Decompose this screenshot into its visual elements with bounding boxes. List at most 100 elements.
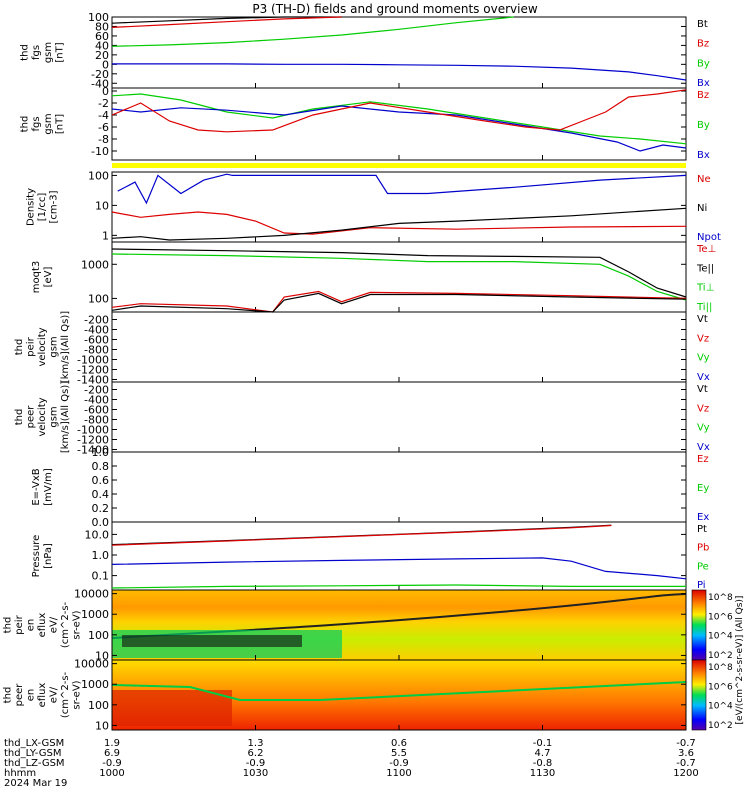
y-axis-label: gsm <box>43 42 54 63</box>
y-axis-label: gsm <box>49 336 60 357</box>
y-tick-label: -8 <box>98 133 109 146</box>
y-tick-label: 0.2 <box>92 502 110 515</box>
y-axis-label: velocity <box>37 397 48 436</box>
y-tick-label: -2 <box>98 97 109 110</box>
y-axis-label: eflux <box>37 683 48 708</box>
y-axis-label: [eV] <box>43 267 54 288</box>
panel-frame <box>111 381 687 453</box>
y-tick-label: 80 <box>95 20 109 33</box>
colorbar: 10^8 10^6 10^4 10^2[eV/(cm^2-s-sr-eV)] (All… <box>691 596 745 731</box>
y-axis-label: velocity <box>37 327 48 366</box>
series-line-pressure-Pe <box>111 557 687 580</box>
time-axis-value: -0.7 <box>676 738 696 749</box>
y-axis-label: sr-eV) <box>72 610 83 639</box>
series-line-pressure-Pi <box>111 584 686 589</box>
legend-label: Te⊥ <box>696 244 716 255</box>
time-axis-value: 1200 <box>673 768 698 779</box>
legend-label: By <box>697 58 710 69</box>
separator-bar <box>112 163 686 168</box>
series-line-fgs-Bt <box>111 16 342 24</box>
y-tick-label: -1000 <box>77 354 109 367</box>
panel-frame <box>111 521 687 591</box>
time-axis-value: -0.1 <box>533 738 553 749</box>
y-axis-label: eV/ <box>49 686 60 703</box>
y-tick-label: -1200 <box>77 434 109 447</box>
time-axis-row-name: thd_LZ-GSM <box>4 758 65 769</box>
y-axis-label: thd <box>2 687 13 704</box>
legend-label: Pt <box>697 524 707 535</box>
y-tick-label: 10000 <box>74 588 109 601</box>
y-tick-label: 10.0 <box>85 528 110 541</box>
y-tick-label: 0.8 <box>92 460 110 473</box>
plot-date: 2024 Mar 19 <box>4 778 67 789</box>
series-line-pressure-Pt <box>111 524 612 546</box>
legend-label: Bz <box>697 39 709 50</box>
legend-label: Vy <box>697 423 710 434</box>
legend-label: Bx <box>697 78 710 89</box>
y-tick-label: -600 <box>84 334 109 347</box>
y-axis-label: sr-eV) <box>72 680 83 709</box>
series-line-temperature-Ti⊥ <box>111 292 687 313</box>
panel-efield: 1.00.80.60.40.20.0 E=-VxB [mV/m] Ez Ey Ex <box>31 446 709 529</box>
y-axis-label: [cm-3] <box>49 190 60 223</box>
series-line-fgs-Bx <box>112 63 687 81</box>
colorbar-tick-label: 10^8 <box>708 593 733 603</box>
y-tick-label: 20 <box>95 49 109 62</box>
y-tick-label: 0.6 <box>92 474 110 487</box>
time-axis-value: 6.9 <box>104 748 120 759</box>
legend-label: Ni <box>697 203 707 214</box>
panel-frame <box>111 451 687 523</box>
panel-frame <box>111 171 687 243</box>
time-axis-value: 1.9 <box>104 738 120 749</box>
panel-frame <box>111 16 687 89</box>
y-tick-label: -200 <box>84 384 109 397</box>
y-tick-label: -6 <box>98 121 109 134</box>
panel-fgs_detail: 0-2-4-6-8-10 thd fgs gsm [nT] Bz By Bx <box>20 85 710 161</box>
series-line-density-Ne <box>111 211 687 235</box>
y-axis-label: moqt3 <box>31 261 42 294</box>
time-axis-row-name: hhmm <box>4 768 36 779</box>
y-tick-label: 100 <box>88 292 109 305</box>
y-axis-label: thd <box>20 116 31 133</box>
colorbar-tick-label: 10^8 <box>708 663 733 673</box>
time-axis-value: -0.8 <box>533 758 553 769</box>
y-tick-label: -1400 <box>77 444 109 457</box>
panel-electron_velocity: -200-400-600-800-1000-1200-1400 thd peer ve… <box>14 381 710 457</box>
panel-frame <box>111 241 687 313</box>
time-axis-row-name: thd_LX-GSM <box>4 738 64 749</box>
time-axis-value: 6.2 <box>248 748 264 759</box>
time-axis-value: -0.7 <box>676 758 696 769</box>
y-axis-label: peir <box>25 336 36 356</box>
y-tick-label: -20 <box>91 68 109 81</box>
time-axis-value: 3.6 <box>678 748 694 759</box>
time-axis-value: 0.6 <box>391 738 407 749</box>
y-axis-label: [km/s](All Qs)] <box>60 311 71 383</box>
y-tick-label: 10000 <box>74 658 109 671</box>
time-axis-value: 1100 <box>386 768 411 779</box>
legend-label: Vy <box>697 353 710 364</box>
legend-label: Ez <box>697 454 709 465</box>
panel-ion_spectrogram: 10^8 10^6 10^4 10^2 10000 1000 100 10 thd peir en e… <box>2 588 733 663</box>
panel-ion_velocity: -200-400-600-800-1000-1200-1400 thd peir ve… <box>14 311 710 387</box>
time-axis-row-name: thd_LY-GSM <box>4 748 61 759</box>
plot-title: P3 (TH-D) fields and ground moments over… <box>252 2 537 16</box>
y-axis-label: E=-VxB <box>31 468 42 505</box>
time-axis-value: 4.7 <box>535 748 551 759</box>
y-axis-label: eV/ <box>49 616 60 633</box>
legend-label: Vz <box>697 403 709 414</box>
y-tick-label: 40 <box>95 39 109 52</box>
y-tick-label: -400 <box>84 394 109 407</box>
legend-label: Pi <box>697 580 706 591</box>
series-line-fgs_detail-Bz <box>111 89 687 133</box>
y-tick-label: 0.1 <box>92 570 110 583</box>
colorbar-label: [eV/(cm^2-s-sr-eV)] (All Qs)] <box>735 596 745 725</box>
legend-label: Ey <box>697 483 709 494</box>
legend-label: Bz <box>697 90 709 101</box>
y-tick-label: 100 <box>88 11 109 24</box>
y-axis-label: peer <box>25 405 36 429</box>
y-axis-label: gsm <box>49 406 60 427</box>
legend-label: Pe <box>697 561 709 572</box>
y-tick-label: 1000 <box>81 258 109 271</box>
colorbar-tick-label: 10^4 <box>708 702 733 712</box>
